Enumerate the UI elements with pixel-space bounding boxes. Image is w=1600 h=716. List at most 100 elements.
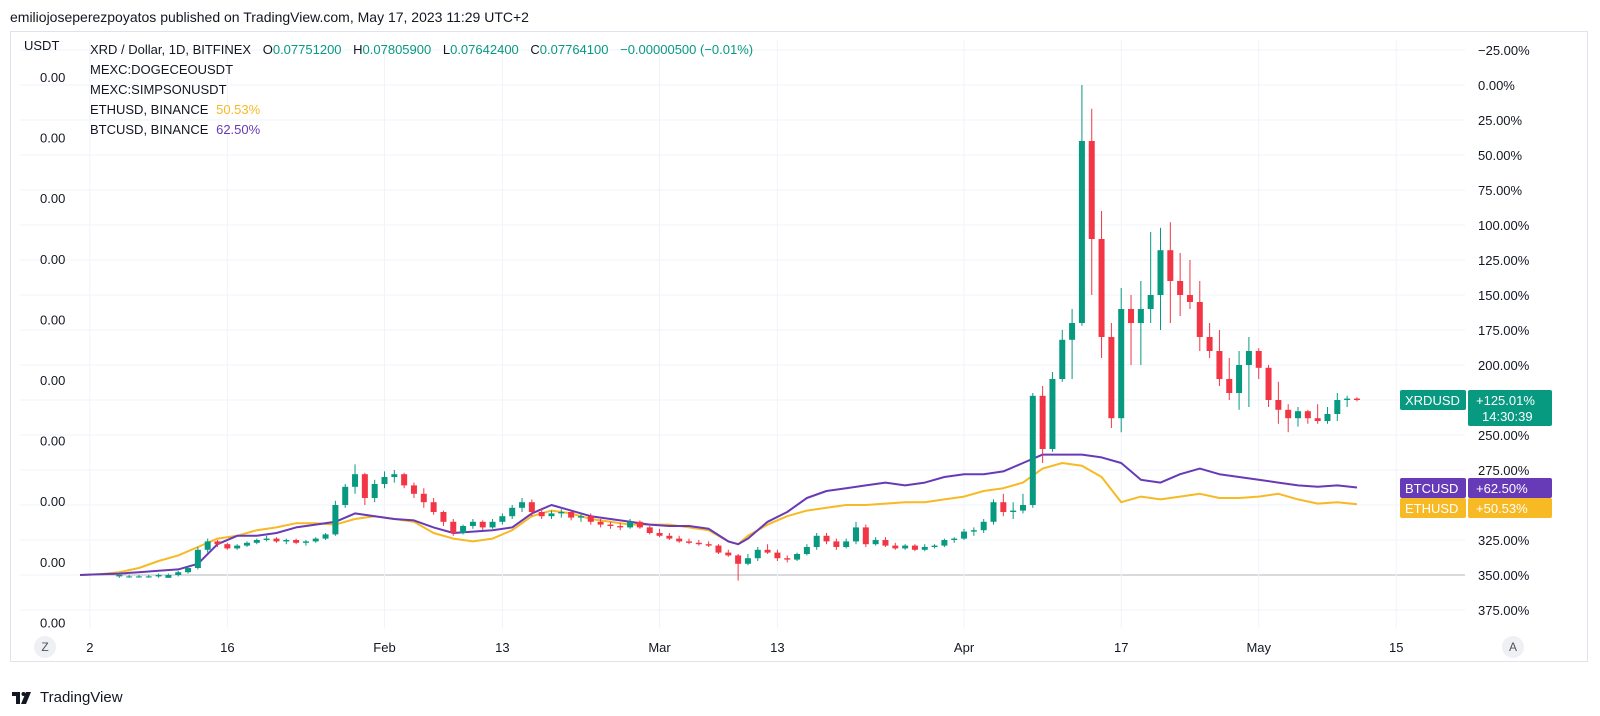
right-axis-label: 100.00%	[1478, 218, 1530, 233]
left-axis-label: 0.00	[40, 70, 65, 85]
legend-series-btc[interactable]: BTCUSD, BINANCE 62.50%	[90, 120, 753, 140]
legend-high-value: 0.07805900	[362, 42, 432, 57]
left-axis-label: 0.00	[40, 131, 65, 146]
left-axis-label: 0.00	[40, 434, 65, 449]
auto-scale-a-button[interactable]: A	[1502, 636, 1524, 658]
series-line-btcusd	[79, 453, 1358, 576]
tradingview-logo-icon	[12, 691, 31, 704]
left-price-axis: 0.00 0.00 0.00 0.00 0.00 0.00 0.00 0.00 0.00 0.00	[40, 70, 65, 630]
time-axis-label: Apr	[954, 640, 975, 655]
tradingview-logo[interactable]: TradingView	[12, 689, 123, 706]
candle-body	[921, 547, 928, 550]
badge-name: XRDUSD	[1405, 393, 1460, 408]
candle-body	[283, 540, 290, 542]
time-axis-label: May	[1246, 640, 1271, 655]
candle-body	[1265, 367, 1272, 400]
candle-body	[352, 474, 359, 487]
candle-body	[833, 541, 840, 547]
right-axis-label: 325.00%	[1478, 533, 1530, 548]
legend-series-eth[interactable]: ETHUSD, BINANCE 50.53%	[90, 100, 753, 120]
right-axis-label: 150.00%	[1478, 288, 1530, 303]
legend-series-dogeceo[interactable]: MEXC:DOGECEOUSDT	[90, 60, 753, 80]
candle-body	[558, 512, 565, 514]
candle-body	[1304, 411, 1311, 419]
candle-body	[243, 542, 250, 546]
candle-body	[1078, 141, 1085, 323]
candle-body	[1118, 309, 1125, 419]
candle-body	[1069, 323, 1076, 340]
candle-body	[499, 516, 506, 522]
candle-body	[509, 507, 516, 517]
candle-body	[1186, 295, 1193, 302]
candle-body	[1226, 379, 1233, 393]
brand-name: TradingView	[40, 689, 123, 706]
left-axis-label: 0.00	[40, 252, 65, 267]
candle-body	[332, 505, 339, 535]
legend-high-label: H	[353, 42, 363, 57]
time-axis: 2 16 Feb 13 Mar 13 Apr 17 May 15	[86, 640, 1403, 655]
candle-body	[1000, 502, 1007, 512]
candle-body	[1157, 250, 1164, 295]
right-axis-label: 25.00%	[1478, 113, 1523, 128]
candle-body	[519, 502, 526, 508]
right-price-axis: 375.00%350.00%325.00%300.00%275.00%250.0…	[1478, 43, 1530, 618]
right-axis-label: 50.00%	[1478, 148, 1523, 163]
auto-scale-z-button[interactable]: Z	[34, 636, 56, 658]
time-axis-label: 13	[770, 640, 784, 655]
right-axis-label: 125.00%	[1478, 253, 1530, 268]
badge-value: +125.01%	[1476, 393, 1535, 408]
legend-low-value: 0.07642400	[450, 42, 519, 57]
candle-body	[735, 555, 742, 564]
legend-series-name: BTCUSD, BINANCE	[90, 122, 209, 137]
candle-body	[1236, 365, 1243, 393]
candle-body	[676, 538, 683, 542]
last-value-badges: XRDUSD +125.01%14:30:39 BTCUSD +62.50% ETHUS…	[1400, 390, 1552, 518]
right-axis-label: 350.00%	[1478, 568, 1530, 583]
candle-body	[1147, 295, 1154, 309]
candle-body	[361, 474, 368, 498]
candle-body	[970, 530, 977, 532]
candle-body	[941, 540, 948, 546]
candle-body	[754, 549, 761, 559]
legend-low-label: L	[442, 42, 451, 57]
left-axis-label: 0.00	[40, 312, 65, 327]
candle-body	[302, 541, 309, 543]
candle-body	[410, 485, 417, 494]
candle-body	[813, 535, 820, 547]
candlesticks	[116, 85, 1360, 581]
candle-body	[214, 541, 221, 545]
time-axis-label: Feb	[373, 640, 395, 655]
legend-series-name: ETHUSD, BINANCE	[90, 102, 209, 117]
legend-series-name: MEXC:DOGECEOUSDT	[90, 62, 234, 77]
legend-series-simpson[interactable]: MEXC:SIMPSONUSDT	[90, 80, 753, 100]
badge-value-box	[1468, 390, 1552, 426]
legend-series-name: MEXC:SIMPSONUSDT	[90, 82, 227, 97]
candle-body	[843, 541, 850, 547]
candle-body	[872, 540, 879, 545]
candle-body	[656, 533, 663, 536]
candle-body	[597, 521, 604, 525]
candle-body	[784, 558, 791, 560]
candle-body	[577, 516, 584, 518]
candle-body	[126, 576, 133, 578]
badge-name: BTCUSD	[1405, 481, 1458, 496]
legend-main[interactable]: XRD / Dollar, 1D, BITFINEX O0.07751200 H…	[90, 40, 753, 60]
candle-body	[381, 477, 388, 484]
candle-body	[1088, 141, 1095, 239]
badge-name-box	[1400, 498, 1466, 518]
candle-body	[911, 545, 918, 550]
right-axis-label: −25.00%	[1478, 43, 1530, 58]
candle-body	[1255, 351, 1262, 368]
candle-body	[774, 552, 781, 559]
chart-frame	[10, 31, 1588, 662]
eth-badge: ETHUSD +50.53%	[1400, 498, 1552, 518]
left-axis-label: 0.00	[40, 555, 65, 570]
candle-body	[744, 558, 751, 564]
candle-body	[371, 484, 378, 498]
candle-body	[764, 549, 771, 553]
time-axis-label: 16	[220, 640, 234, 655]
badge-name-box	[1400, 478, 1466, 498]
candle-body	[1324, 414, 1331, 421]
time-axis-label: 17	[1114, 640, 1128, 655]
